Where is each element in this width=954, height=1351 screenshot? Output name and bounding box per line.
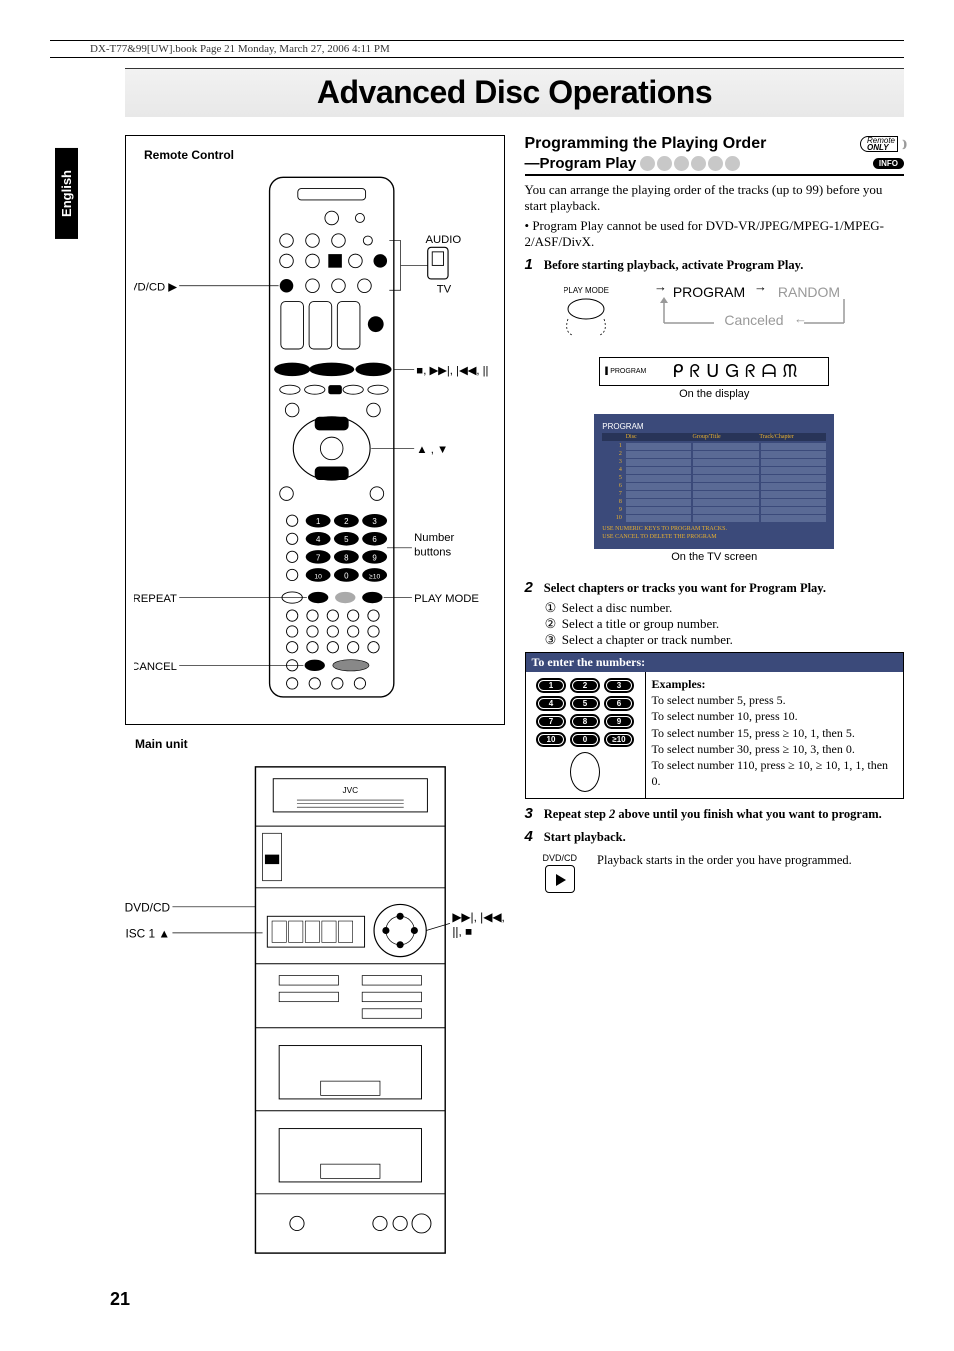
- key-2: 2: [570, 678, 600, 693]
- title-bar: Advanced Disc Operations: [125, 68, 904, 117]
- tv-row: 5: [602, 475, 826, 482]
- examples-area: Examples: To select number 5, press 5. T…: [646, 672, 904, 798]
- repeat-label: REPEAT: [134, 593, 177, 605]
- tv-screen: PROGRAM Disc Group/Title Track/Chapter 1…: [594, 414, 834, 549]
- key-5: 5: [570, 696, 600, 711]
- svg-text:7: 7: [316, 553, 320, 562]
- svg-text:Canceled: Canceled: [725, 312, 784, 328]
- key-1: 1: [536, 678, 566, 693]
- sound-icon: ))): [902, 138, 904, 150]
- playmode-label: PLAY MODE: [414, 593, 479, 605]
- tv-label: TV: [437, 284, 452, 296]
- main-unit-section: Main unit JVC: [125, 737, 505, 1269]
- svg-text:▶▶|, |◀◀,: ▶▶|, |◀◀,: [452, 910, 504, 924]
- audio-label: AUDIO: [425, 234, 461, 246]
- svg-text:buttons: buttons: [414, 547, 451, 559]
- enter-numbers-title: To enter the numbers:: [526, 653, 904, 672]
- step-2-substeps: ① Select a disc number. ② Select a title…: [543, 600, 905, 648]
- enter-numbers-box: To enter the numbers: 1 2 3 4 5 6: [525, 652, 905, 799]
- svg-text:JVC: JVC: [342, 785, 358, 795]
- key-8: 8: [570, 714, 600, 729]
- section-header: Programming the Playing Order RemoteONLY…: [525, 135, 905, 153]
- svg-text:1: 1: [316, 517, 320, 526]
- svg-text:0: 0: [344, 571, 349, 580]
- tv-row: 3: [602, 459, 826, 466]
- tv-row: 9: [602, 507, 826, 514]
- step-1: 1 Before starting playback, activate Pro…: [525, 256, 905, 273]
- dvdcd-play-label: DVD/CD ▶: [134, 281, 177, 293]
- key-7: 7: [536, 714, 566, 729]
- remote-title: Remote Control: [144, 148, 496, 162]
- key-6: 6: [604, 696, 634, 711]
- svg-text:6: 6: [372, 535, 377, 544]
- svg-text:≥10: ≥10: [369, 573, 380, 580]
- svg-text:→: →: [654, 281, 667, 294]
- segment-text: ᑭᖇᑌᏀᖇᗩᙏ: [652, 361, 823, 382]
- tv-row: 1: [602, 443, 826, 450]
- remote-diagram: AUDIO TV DVD/CD ▶: [134, 166, 496, 708]
- tv-title: PROGRAM: [602, 422, 826, 431]
- svg-text:||, ■: ||, ■: [452, 925, 472, 939]
- svg-text:9: 9: [372, 553, 377, 562]
- page-number: 21: [110, 1289, 904, 1310]
- main-unit-diagram: JVC: [125, 755, 505, 1265]
- section-title: Programming the Playing Order: [525, 135, 767, 153]
- playmode-cycle-diagram: PLAY MODE → PROGRAM → RANDOM Canceled ←: [564, 281, 864, 351]
- svg-text:8: 8: [344, 553, 349, 562]
- tv-row: 10: [602, 515, 826, 522]
- key-10: 10: [536, 732, 566, 747]
- tv-footer: USE NUMERIC KEYS TO PROGRAM TRACKS. USE …: [602, 525, 826, 541]
- cancel-label: CANCEL: [134, 661, 177, 673]
- display-caption: On the display: [679, 388, 749, 400]
- step-4: 4 Start playback.: [525, 828, 905, 845]
- program-icon-small: ▌PROGRAM: [605, 368, 646, 375]
- number-buttons-label: Number: [414, 532, 454, 544]
- main-unit-title: Main unit: [135, 737, 505, 751]
- svg-text:→: →: [754, 281, 767, 294]
- play-label: DVD/CD: [543, 853, 578, 863]
- note-text: • Program Play cannot be used for DVD-VR…: [525, 218, 905, 250]
- intro-text: You can arrange the playing order of the…: [525, 182, 905, 214]
- step-2: 2 Select chapters or tracks you want for…: [525, 579, 905, 596]
- segment-display: ▌PROGRAM ᑭᖇᑌᏀᖇᗩᙏ: [599, 357, 829, 386]
- tv-row: 2: [602, 451, 826, 458]
- svg-text:PROGRAM: PROGRAM: [673, 284, 745, 300]
- svg-text:10: 10: [314, 573, 322, 580]
- key-4: 4: [536, 696, 566, 711]
- subsection-header: —Program Play INFO: [525, 155, 905, 176]
- svg-text:4: 4: [316, 535, 321, 544]
- key-gte10: ≥10: [604, 732, 634, 747]
- transport-label: ■, ▶▶|, |◀◀, ||: [416, 365, 488, 377]
- remote-only-badge: RemoteONLY: [860, 136, 898, 152]
- language-tab: English: [55, 148, 78, 239]
- page-title: Advanced Disc Operations: [317, 74, 712, 111]
- step-3: 3 Repeat step 2 above until you finish w…: [525, 805, 905, 822]
- nav-oval: [570, 752, 600, 792]
- info-badge: INFO: [873, 158, 904, 169]
- tv-header-row: Disc Group/Title Track/Chapter: [602, 433, 826, 441]
- disc1-label: DISC 1 ▲: [125, 927, 170, 941]
- tv-row: 8: [602, 499, 826, 506]
- key-3: 3: [604, 678, 634, 693]
- svg-text:5: 5: [344, 535, 349, 544]
- svg-text:RANDOM: RANDOM: [778, 284, 840, 300]
- key-0: 0: [570, 732, 600, 747]
- subsection-title: —Program Play: [525, 155, 637, 172]
- main-dvdcd-label: DVD/CD: [125, 901, 170, 915]
- tv-row: 7: [602, 491, 826, 498]
- tv-caption: On the TV screen: [671, 551, 757, 563]
- keypad-area: 1 2 3 4 5 6 7 8 9: [526, 672, 646, 798]
- arrows-label: ▲ , ▼: [416, 444, 448, 456]
- file-path-header: DX-T77&99[UW].book Page 21 Monday, March…: [50, 40, 904, 58]
- tv-row: 6: [602, 483, 826, 490]
- svg-text:3: 3: [372, 517, 377, 526]
- svg-text:PLAY MODE: PLAY MODE: [564, 286, 609, 295]
- remote-control-box: Remote Control: [125, 135, 505, 725]
- tv-row: 4: [602, 467, 826, 474]
- svg-text:2: 2: [344, 517, 348, 526]
- key-9: 9: [604, 714, 634, 729]
- play-result-text: Playback starts in the order you have pr…: [597, 853, 904, 868]
- play-icon: [545, 865, 575, 893]
- play-button-area: DVD/CD Playback starts in the order you …: [543, 853, 905, 893]
